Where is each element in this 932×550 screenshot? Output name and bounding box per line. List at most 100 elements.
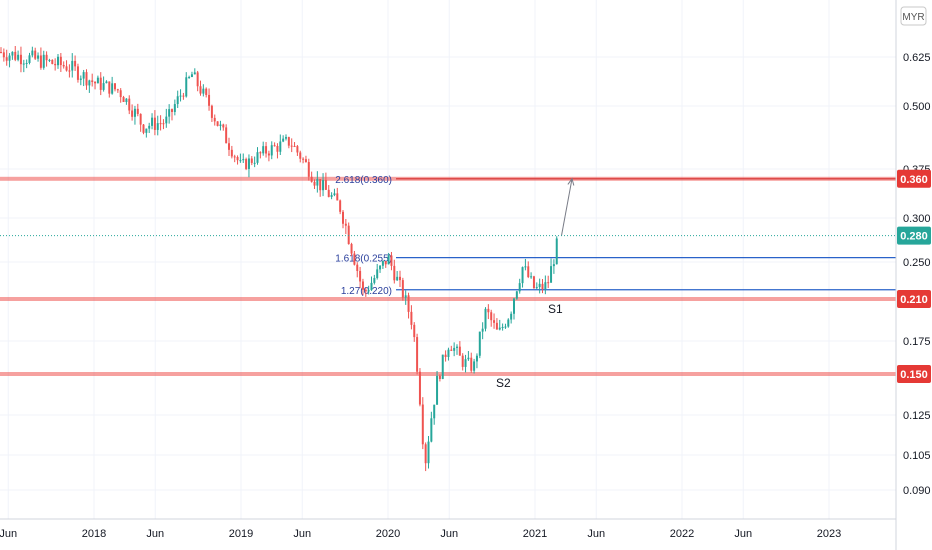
candle-body [210,105,213,118]
candle-body [48,59,51,61]
candle-body [173,104,176,112]
candle-body [541,283,544,290]
candle-body [19,54,22,65]
candle-body [416,337,419,372]
candlesticks [0,46,558,472]
candle-body [470,357,473,371]
candle-body [22,63,25,65]
candle-body [230,149,233,157]
candle-body [507,319,510,327]
candle-body [518,283,521,292]
candle-body [122,97,125,103]
x-tick-label: 2021 [523,528,547,540]
candle-body [421,404,424,445]
y-tick-label: 0.250 [903,257,931,269]
candle-body [34,50,37,59]
candle-body [473,361,476,371]
candle-body [39,55,42,68]
candle-body [65,66,68,71]
x-tick-label: Jun [587,528,605,540]
candle-body [71,60,74,71]
candle-body [96,77,99,84]
candle-body [17,54,20,60]
x-tick-label: 2020 [376,528,400,540]
candle-body [94,82,97,84]
candle-body [8,55,11,61]
price-badge [897,365,931,383]
candle-body [493,320,496,323]
currency-text: MYR [902,12,924,23]
candle-body [404,295,407,298]
candle-body [310,176,313,182]
candle-body [427,441,430,464]
fib-label: 2.618(0.360) [335,175,392,186]
x-tick-label: Jun [146,528,164,540]
price-badge-text: 0.150 [900,369,928,381]
candle-body [265,146,268,154]
price-badge [897,226,931,245]
candle-body [171,109,173,112]
candle-body [313,181,316,186]
candle-body [510,313,513,320]
projection-line[interactable] [561,178,573,236]
candle-body [324,180,327,190]
candle-body [133,108,136,117]
candle-body [376,269,379,279]
candle-body [85,72,88,86]
candle-body [504,326,507,328]
x-tick-label: Jun [440,528,458,540]
candle-body [330,195,333,197]
candle-body [199,86,202,94]
candle-body [165,116,168,124]
x-tick-label: Jun [0,528,17,540]
candle-body [190,74,193,77]
candle-body [438,375,441,379]
candle-body [25,62,28,64]
candle-body [256,152,259,163]
time-axis[interactable]: Jun 2018 Jun 2019 Jun 2020 Jun 2021 Jun 2022 Jun 20… [0,528,841,540]
candle-body [544,282,547,290]
candle-body [532,276,535,289]
candle-body [242,159,245,161]
level-support[interactable] [0,372,896,376]
candle-body [361,281,364,290]
candle-body [384,261,387,265]
candle-body [524,266,527,268]
y-tick-label: 0.625 [903,52,931,64]
candle-body [495,322,498,330]
currency-label[interactable]: MYR [900,6,927,26]
annotation-s2: S2 [496,376,511,390]
candle-body [498,327,501,330]
price-axis[interactable]: 0.6250.5000.3750.3000.2500.1750.1250.105… [903,52,931,497]
candle-body [105,81,108,84]
y-tick-label: 0.175 [903,336,931,348]
candle-body [119,90,122,98]
candle-body [441,354,444,379]
candle-body [14,51,17,60]
price-badge-text: 0.280 [900,231,928,243]
y-tick-label: 0.300 [903,213,931,225]
candle-body [108,81,111,94]
candle-body [168,109,171,117]
price-badges: 0.360 0.280 0.210 0.150 [897,169,931,383]
candle-body [490,312,493,321]
candle-body [396,276,399,281]
candle-body [515,291,518,299]
candle-body [333,193,336,196]
candle-body [91,80,94,83]
candle-body [250,158,253,163]
candle-body [28,55,31,63]
candle-body [68,70,71,72]
candle-body [342,211,344,224]
candle-body [54,63,57,66]
candle-body [484,308,487,329]
level-support[interactable] [0,297,896,301]
y-tick-label: 0.500 [903,101,931,113]
candle-body [279,141,282,152]
grid [0,0,896,519]
candle-body [550,266,553,283]
candle-body [205,88,208,95]
candle-body [527,266,530,277]
